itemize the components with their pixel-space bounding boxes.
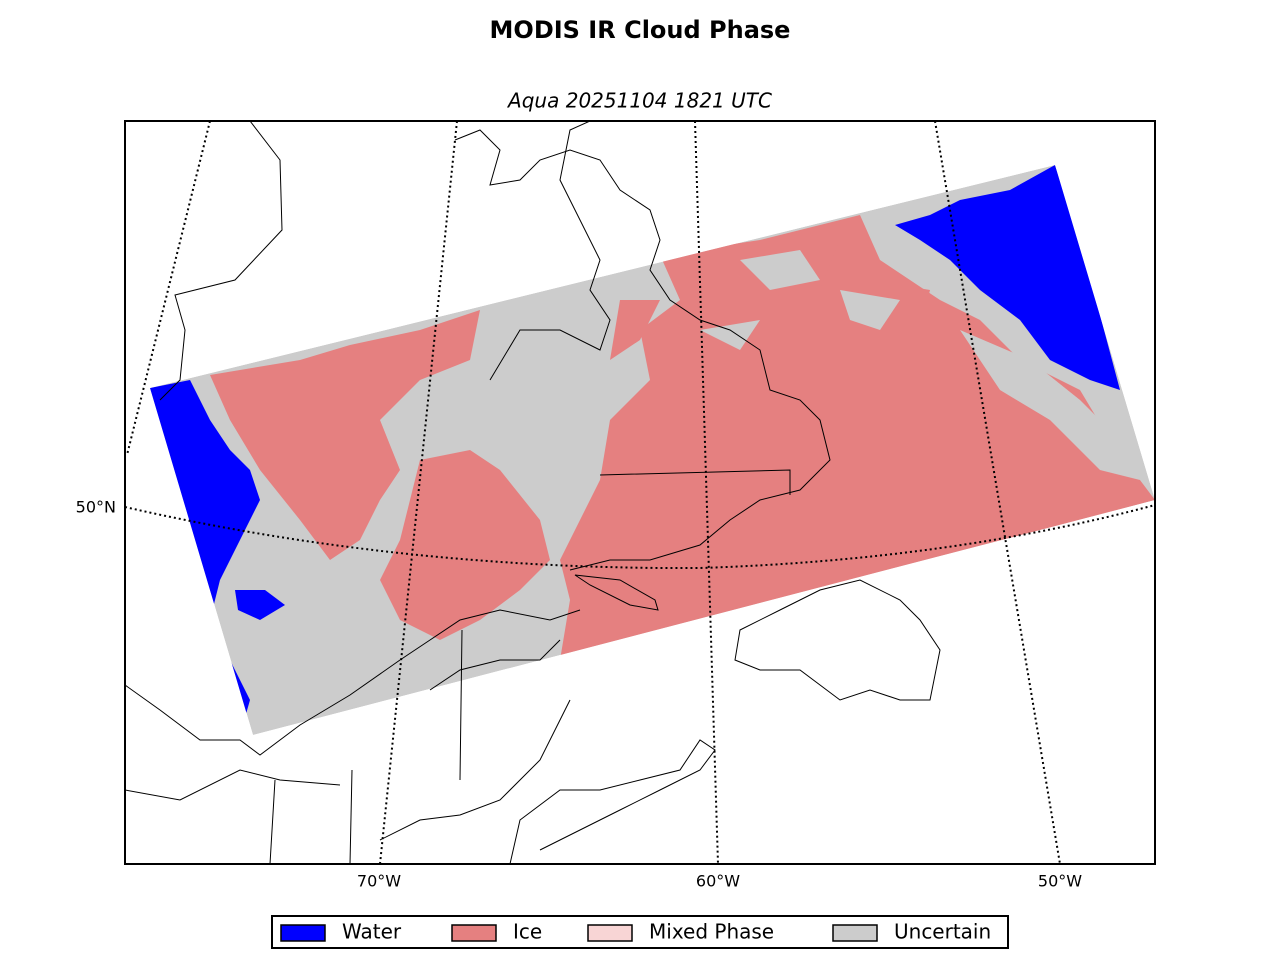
legend-swatch [451, 924, 497, 942]
ice-regions [210, 215, 1155, 660]
legend-label: Uncertain [894, 920, 991, 944]
legend-swatch [280, 924, 326, 942]
legend-swatch [587, 924, 633, 942]
lon-label: 50°W [1038, 872, 1082, 891]
legend-label: Mixed Phase [649, 920, 774, 944]
map-area [125, 121, 1155, 864]
legend-box [271, 915, 1009, 949]
legend-label: Water [342, 920, 402, 944]
lon-label: 60°W [696, 872, 740, 891]
legend-label: Ice [513, 920, 542, 944]
coastlines [125, 121, 941, 864]
legend: Water Ice Mixed Phase Uncertain [280, 920, 991, 944]
lon-label: 70°W [357, 872, 401, 891]
cloud-swath [150, 165, 1155, 735]
subtitle: Aqua 20251104 1821 UTC [506, 89, 772, 113]
legend-swatch [832, 924, 878, 942]
lat-label: 50°N [76, 498, 116, 517]
graticule [125, 121, 1155, 864]
uncertain-patches [700, 250, 1140, 480]
map-frame [124, 120, 1156, 865]
title: MODIS IR Cloud Phase [490, 16, 791, 44]
